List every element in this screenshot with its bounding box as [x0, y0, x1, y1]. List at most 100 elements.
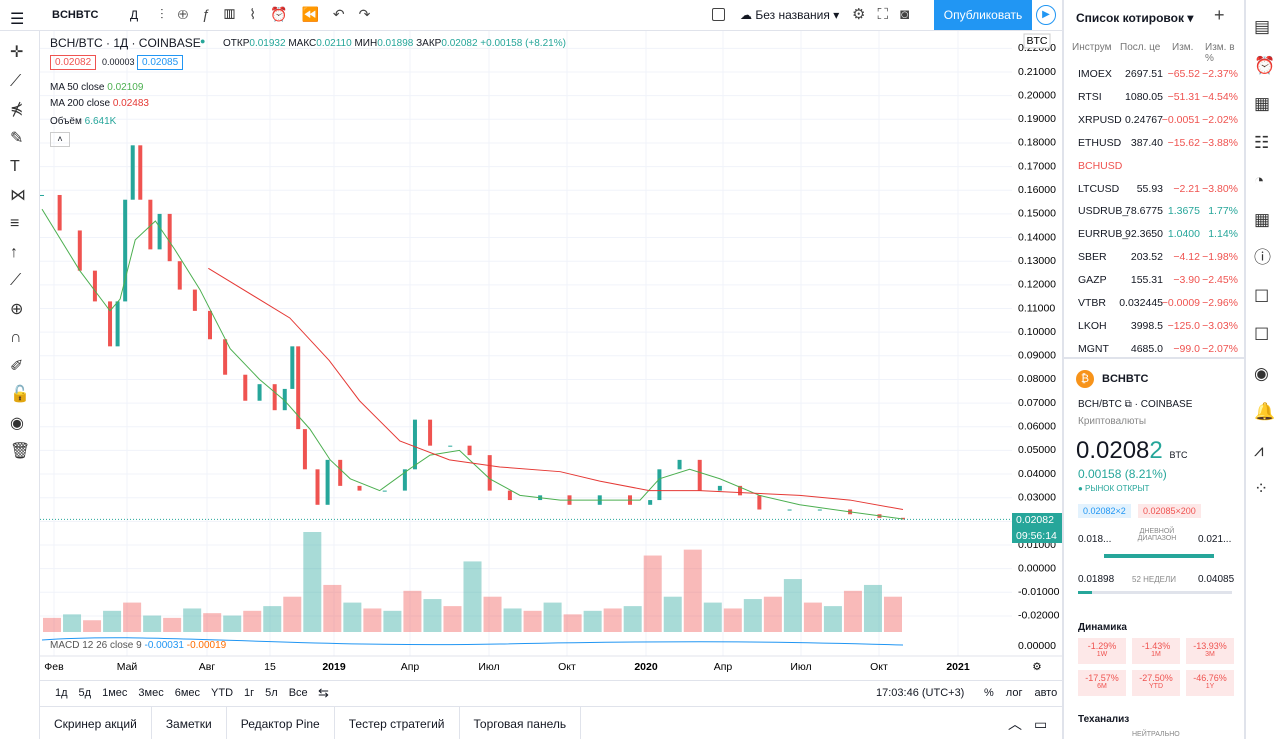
quote-cell: −99.0	[1173, 342, 1200, 355]
bid-box[interactable]: 0.02082	[50, 55, 97, 70]
price-tick-label: 0.11000	[1018, 302, 1055, 314]
perf-period: 1W	[1096, 651, 1108, 658]
toolbar-icons[interactable]: ⫶⊕ƒ▥⌇⏰⏪↶↷	[160, 6, 385, 22]
perf-value: -1.43%	[1141, 641, 1171, 651]
perf-title: Динамика	[1078, 622, 1127, 633]
volume-bar	[383, 610, 402, 632]
candle	[507, 490, 512, 501]
quote-symbol[interactable]: LKOH	[1078, 319, 1107, 332]
quote-symbol[interactable]: GAZP	[1078, 274, 1107, 287]
quote-cell: 387.40	[1130, 136, 1163, 149]
quote-cell: −2.96%	[1202, 297, 1238, 309]
volume-bar	[503, 608, 522, 632]
quote-symbol[interactable]: MGNT	[1078, 342, 1109, 355]
candle	[717, 485, 722, 491]
volume-bar	[483, 596, 502, 632]
watchlist-title[interactable]: Список котировок ▾	[1076, 11, 1194, 25]
volume-bar	[843, 590, 862, 632]
ask-box[interactable]: 0.02085	[137, 55, 184, 70]
volume-bar	[183, 608, 202, 632]
price-tick-label: -0.01000	[1018, 586, 1060, 598]
timeframe[interactable]: 1д	[55, 687, 68, 699]
perf-period: YTD	[1149, 683, 1163, 690]
timeframe[interactable]: 3мес	[138, 687, 164, 699]
collapse-legend[interactable]: ˄	[50, 132, 70, 147]
publish-button[interactable]: Опубликовать	[934, 0, 1032, 30]
price-last: 2	[1149, 437, 1163, 464]
quote-cell: 203.52	[1130, 251, 1163, 264]
timeframe[interactable]: 1мес	[102, 687, 128, 699]
price-tick-label: 0.18000	[1018, 137, 1056, 149]
volume-bar	[463, 561, 482, 632]
sidebar-icons[interactable]: ▤ ⏰ ▦ ☷ ◔ ▦ ⓘ ☐ ☐ ◉ 🔔 ⩘ ⁘	[1254, 17, 1276, 498]
quote-symbol[interactable]: IMOEX	[1078, 68, 1112, 80]
timeframes: 1д 5д 1мес 3мес 6мес YTD 1г 5л Все	[55, 687, 319, 699]
quote-symbol[interactable]: XRPUSD	[1078, 113, 1122, 126]
quote-symbol[interactable]: USDRUB_	[1078, 205, 1129, 218]
timeframe[interactable]: 1г	[244, 687, 255, 699]
price-tick-label: 0.09000	[1018, 350, 1056, 362]
quote-cell: −2.02%	[1202, 113, 1238, 126]
settings-icon: ⚙	[1032, 661, 1041, 673]
timeframe[interactable]: Все	[288, 687, 308, 699]
quote-cell: −51.31	[1167, 90, 1200, 103]
candle	[402, 469, 407, 491]
timeframe[interactable]: 5л	[265, 687, 278, 699]
close-label: ЗАКР	[416, 38, 442, 49]
candle	[357, 485, 362, 491]
quote-symbol[interactable]: BCHUSD	[1078, 159, 1123, 172]
time-label: Окт	[558, 661, 576, 673]
panel-controls[interactable]: ︿▭	[1008, 716, 1060, 732]
quote-cell: 1.3675	[1167, 205, 1200, 218]
drawing-tools[interactable]: ✛ ⟋ ⋠ ✎ T ⋈ ≡ ↑ ⟋ ⊕ ∩ ✐ 🔓 ◉ 🗑	[10, 44, 31, 460]
quote-symbol[interactable]: LTCUSD	[1078, 182, 1120, 195]
interval[interactable]: Д	[130, 8, 139, 22]
menu[interactable]: ☰	[10, 11, 25, 28]
watchlist-title-text: Список котировок	[1076, 11, 1184, 25]
change: +0.00158 (+8.21%)	[480, 38, 566, 49]
add-symbol[interactable]: +	[1214, 5, 1225, 25]
volume-bar	[83, 620, 102, 632]
toolbar-icons-right[interactable]: ⚙⛶◙	[852, 6, 922, 23]
volume-bar	[283, 596, 302, 632]
countdown: 09:56:14	[1016, 530, 1057, 542]
replay-button[interactable]: ▶	[1036, 5, 1056, 25]
quote-symbol[interactable]: RTSI	[1078, 90, 1102, 103]
quote-cell: −65.52	[1167, 68, 1200, 80]
scale-button[interactable]: авто	[1034, 687, 1058, 699]
perf-value: -1.29%	[1087, 641, 1117, 651]
bottom-panel: Скринер акций Заметки Редактор Pine Тестер …	[40, 707, 1062, 739]
bottom-tab[interactable]: Торговая панель	[460, 707, 582, 739]
quote-cell: −0.0009	[1161, 297, 1200, 309]
open: 0.01932	[249, 38, 286, 49]
price-tick-label: 0.15000	[1018, 208, 1056, 220]
scale-button[interactable]: лог	[1005, 687, 1023, 699]
bottom-tab[interactable]: Заметки	[152, 707, 227, 739]
timeframe[interactable]: 6мес	[174, 687, 201, 699]
volume-bar	[443, 606, 462, 632]
bottom-tab[interactable]: Скринер акций	[40, 707, 152, 739]
ask-pill: 0.02085×200	[1138, 504, 1201, 518]
timeframe[interactable]: 5д	[78, 687, 92, 699]
date-range[interactable]: ⇆	[318, 685, 329, 700]
time-label: Авг	[199, 661, 216, 673]
low-label: МИН	[354, 38, 378, 49]
layout-toggle[interactable]	[712, 8, 725, 21]
quote-symbol[interactable]: ETHUSD	[1078, 136, 1122, 149]
quote-symbol[interactable]: SBER	[1078, 251, 1107, 264]
bottom-tab[interactable]: Редактор Pine	[227, 707, 335, 739]
details: ₿ BCHBTC BCH/BTC ⧉ · COINBASE Криптовалю…	[1064, 359, 1244, 739]
symbol[interactable]: BCHBTC	[52, 9, 99, 21]
candle	[167, 213, 172, 262]
candle	[677, 459, 682, 470]
quote-symbol[interactable]: VTBR	[1078, 297, 1107, 309]
quote-symbol[interactable]: EURRUB_	[1078, 228, 1129, 241]
bottom-tab[interactable]: Тестер стратегий	[335, 707, 460, 739]
time-label: Май	[117, 661, 138, 673]
scale-button[interactable]: %	[984, 687, 994, 699]
layout-name[interactable]: ☁ Без названия ▾	[740, 8, 840, 22]
candle	[123, 199, 128, 302]
macd-1: -0.00031	[144, 640, 184, 651]
timeframe[interactable]: YTD	[211, 687, 234, 699]
